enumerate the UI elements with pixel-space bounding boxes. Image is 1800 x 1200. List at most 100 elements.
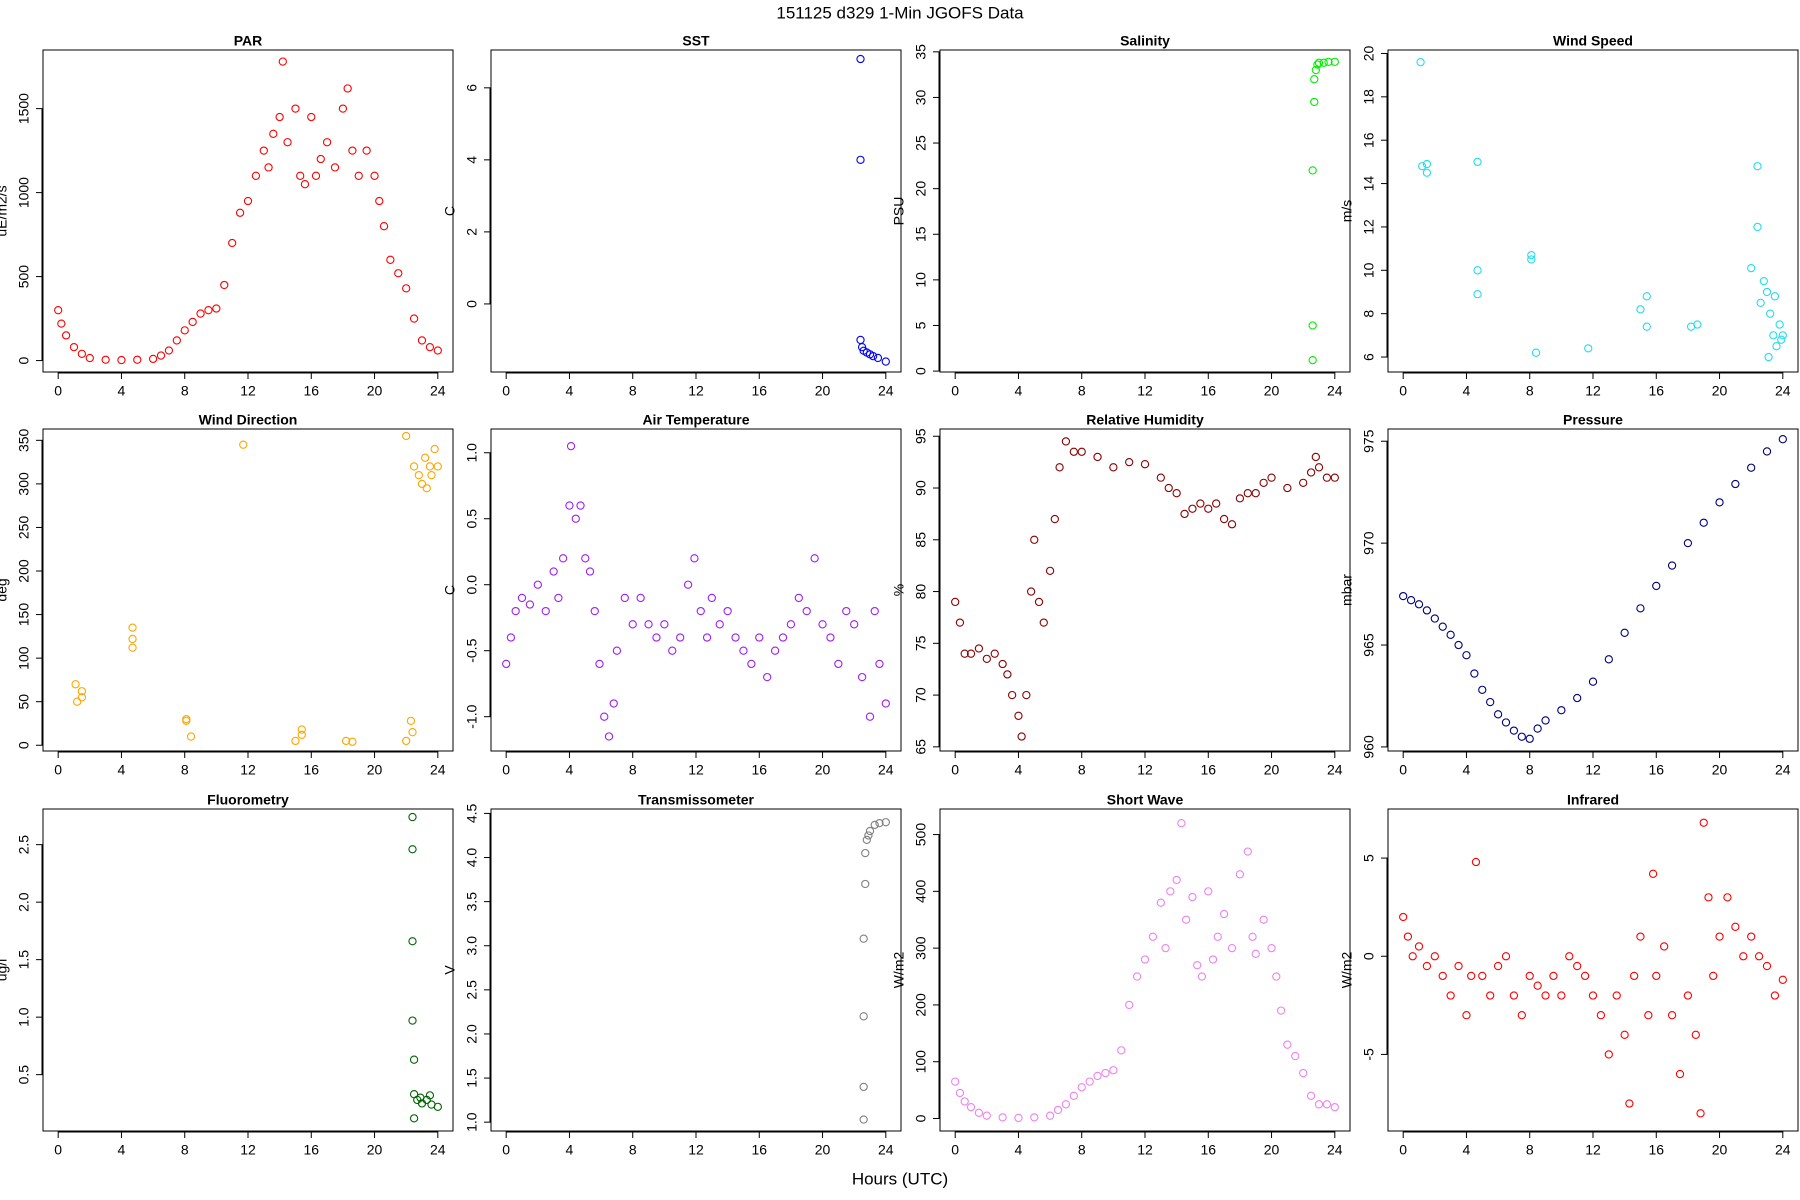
y-tick-label: 200 [16, 559, 32, 583]
y-tick-label: 300 [16, 472, 32, 496]
data-point [1533, 981, 1542, 990]
x-tick-label: 0 [54, 1142, 62, 1158]
data-point [1330, 473, 1339, 482]
x-tick-label: 24 [430, 1142, 446, 1158]
data-point [1486, 697, 1495, 707]
data-point [1731, 922, 1740, 931]
panel: Infrared W/m2 0 4 8 12 16 20 24 -5 0 5 [1339, 792, 1799, 1158]
x-tick-label: 4 [566, 1142, 574, 1158]
data-point [322, 138, 332, 147]
data-point [881, 818, 890, 827]
y-axis-label: W/m2 [1339, 952, 1355, 989]
data-point [1565, 952, 1574, 961]
data-point [188, 317, 197, 327]
data-point [1299, 478, 1308, 487]
data-point [1549, 971, 1558, 981]
y-tick-label: 1.0 [464, 1112, 480, 1132]
data-point [354, 171, 363, 180]
x-tick-label: 16 [1648, 383, 1664, 399]
data-point [1022, 690, 1031, 700]
data-point [1772, 342, 1781, 351]
data-point [533, 580, 542, 589]
data-point [571, 514, 580, 523]
data-point [1573, 961, 1582, 971]
panel-title: Air Temperature [642, 412, 749, 428]
y-tick-label: 350 [16, 428, 32, 452]
data-point [1454, 961, 1463, 971]
panel-title: SST [682, 33, 710, 49]
data-point [128, 643, 137, 652]
data-point [291, 736, 300, 746]
data-point [433, 1102, 442, 1111]
x-tick-label: 8 [1526, 1142, 1534, 1158]
x-tick-label: 4 [1463, 1142, 1471, 1158]
y-tick-label: 2 [464, 228, 480, 236]
data-point [525, 600, 535, 609]
data-point [856, 155, 865, 165]
y-axis-label: uE/m2/s [0, 185, 10, 236]
y-tick-label: 16 [1361, 132, 1377, 148]
x-tick-label: 4 [1463, 383, 1471, 399]
data-point [1330, 57, 1339, 67]
data-point [875, 659, 884, 669]
x-axis-label: Hours (UTC) [852, 1169, 948, 1188]
data-point [1739, 952, 1748, 961]
data-point [311, 171, 321, 180]
data-point [1636, 932, 1645, 941]
data-point [212, 304, 221, 313]
x-tick-label: 12 [1137, 383, 1153, 399]
data-point [1213, 932, 1222, 941]
y-axis-label: mbar [1339, 574, 1355, 606]
data-point [1438, 971, 1447, 981]
x-tick-label: 20 [815, 383, 831, 399]
y-tick-label: 0 [16, 356, 32, 364]
data-point [1148, 932, 1158, 941]
x-tick-label: 20 [815, 762, 831, 778]
x-tick-label: 20 [367, 1142, 383, 1158]
data-point [1156, 898, 1165, 907]
data-point [1644, 1011, 1653, 1020]
data-point [966, 1102, 976, 1112]
y-tick-label: 4.0 [464, 848, 480, 868]
x-tick-label: 4 [118, 762, 126, 778]
data-point [204, 306, 213, 315]
data-point [1109, 463, 1118, 472]
data-point [604, 732, 614, 741]
data-point [1272, 972, 1281, 981]
y-tick-label: 965 [1361, 633, 1377, 657]
x-tick-label: 24 [1327, 1142, 1343, 1158]
data-point [1219, 514, 1229, 524]
data-point [865, 826, 875, 836]
data-point [1691, 1030, 1700, 1039]
data-point [1509, 726, 1519, 735]
data-point [770, 646, 780, 655]
data-point [1769, 331, 1778, 340]
data-point [259, 146, 268, 155]
data-point [1462, 1011, 1471, 1020]
data-point [1430, 952, 1439, 961]
data-point [1696, 1109, 1705, 1118]
data-point [955, 618, 965, 627]
x-tick-label: 24 [1775, 762, 1791, 778]
data-point [856, 54, 865, 64]
y-tick-label: 2.0 [16, 892, 32, 912]
y-tick-label: 0 [913, 367, 929, 375]
data-point [1438, 622, 1447, 631]
data-point [1219, 909, 1229, 919]
y-tick-label: 50 [16, 694, 32, 710]
data-point [859, 1012, 868, 1021]
y-axis-label: C [442, 206, 458, 216]
plot-box [42, 808, 454, 1132]
data-point [417, 479, 427, 489]
data-point [1493, 961, 1503, 971]
data-point [865, 712, 875, 721]
data-point [1291, 1051, 1300, 1061]
data-point [1053, 1105, 1063, 1115]
data-point [417, 336, 427, 345]
data-point [402, 736, 411, 746]
data-point [786, 620, 796, 629]
data-point [870, 820, 879, 830]
data-point [683, 580, 693, 589]
data-point [243, 196, 253, 206]
data-point [128, 634, 137, 644]
